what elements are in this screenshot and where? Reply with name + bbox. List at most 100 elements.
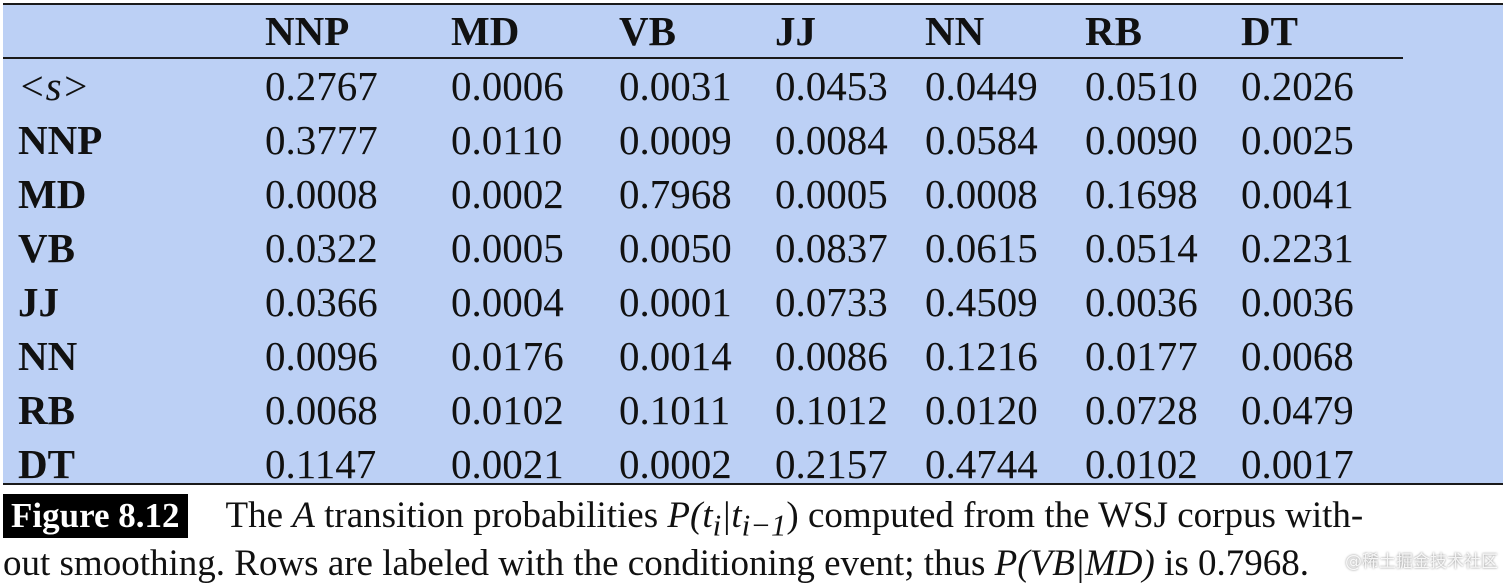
table-cell: 0.0176 — [451, 333, 564, 379]
caption-math: ) — [786, 495, 799, 536]
transition-probability-table: NNP MD VB JJ NN RB DT <s> 0.2767 0.0006 … — [3, 5, 1403, 491]
table-cell: 0.0005 — [451, 225, 564, 271]
table-cell: 0.0005 — [775, 171, 888, 217]
header-corner — [3, 5, 265, 59]
table-cell: 0.0090 — [1085, 117, 1198, 163]
table-cell: 0.2026 — [1241, 63, 1354, 109]
table-cell: 0.0021 — [451, 441, 564, 487]
row-label: NN — [18, 333, 78, 379]
table-cell: 0.0733 — [775, 279, 888, 325]
table-cell: 0.0086 — [775, 333, 888, 379]
table-cell: 0.1147 — [265, 441, 377, 487]
table-row: RB 0.0068 0.0102 0.1011 0.1012 0.0120 0.… — [3, 383, 1403, 437]
column-header: JJ — [775, 5, 925, 59]
table-row: DT 0.1147 0.0021 0.0002 0.2157 0.4744 0.… — [3, 437, 1403, 491]
table-cell: 0.1216 — [925, 333, 1038, 379]
table-cell: 0.0102 — [451, 387, 564, 433]
column-header: MD — [451, 5, 619, 59]
table-cell: 0.0036 — [1241, 279, 1354, 325]
table-cell: 0.0479 — [1241, 387, 1354, 433]
caption-math-subscript: i−1 — [741, 508, 787, 543]
table-cell: 0.0031 — [619, 63, 732, 109]
table-header-row: NNP MD VB JJ NN RB DT — [3, 5, 1403, 59]
table-cell: 0.0004 — [451, 279, 564, 325]
caption-math-subscript: i — [712, 508, 722, 543]
table-cell: 0.3777 — [265, 117, 378, 163]
caption-text: out smoothing. Rows are labeled with the… — [3, 543, 995, 584]
row-label: <s> — [18, 63, 90, 109]
caption-text: The — [225, 495, 293, 536]
table-cell: 0.1011 — [619, 387, 731, 433]
table-cell: 0.0002 — [451, 171, 564, 217]
caption-text: is 0.7968. — [1154, 543, 1310, 584]
table-cell: 0.0002 — [619, 441, 732, 487]
caption-math: A — [292, 495, 315, 536]
table-cell: 0.0102 — [1085, 441, 1198, 487]
table-cell: 0.0110 — [451, 117, 563, 163]
row-label: RB — [18, 387, 75, 433]
column-header: NNP — [265, 5, 451, 59]
table-cell: 0.0120 — [925, 387, 1038, 433]
table-cell: 0.0017 — [1241, 441, 1354, 487]
table-cell: 0.0615 — [925, 225, 1038, 271]
table-cell: 0.0728 — [1085, 387, 1198, 433]
table-cell: 0.0514 — [1085, 225, 1198, 271]
row-label: DT — [18, 441, 75, 487]
row-label: VB — [18, 225, 75, 271]
column-header: DT — [1241, 5, 1403, 59]
table-cell: 0.0837 — [775, 225, 888, 271]
column-header: NN — [925, 5, 1085, 59]
table-row: NN 0.0096 0.0176 0.0014 0.0086 0.1216 0.… — [3, 329, 1403, 383]
table-cell: 0.0001 — [619, 279, 732, 325]
table-row: MD 0.0008 0.0002 0.7968 0.0005 0.0008 0.… — [3, 167, 1403, 221]
table-cell: 0.1698 — [1085, 171, 1198, 217]
caption-math: |t — [721, 495, 742, 536]
table-cell: 0.0449 — [925, 63, 1038, 109]
transition-table-panel: NNP MD VB JJ NN RB DT <s> 0.2767 0.0006 … — [3, 3, 1503, 487]
table-row: <s> 0.2767 0.0006 0.0031 0.0453 0.0449 0… — [3, 58, 1403, 113]
figure-label: Figure 8.12 — [3, 494, 188, 538]
caption-math: P(VB|MD) — [994, 543, 1155, 584]
table-cell: 0.0084 — [775, 117, 888, 163]
table-cell: 0.0322 — [265, 225, 378, 271]
figure-caption: Figure 8.12 The A transition probabilitie… — [3, 492, 1503, 588]
column-header: VB — [619, 5, 775, 59]
caption-text: transition probabilities — [314, 495, 668, 536]
table-cell: 0.0008 — [265, 171, 378, 217]
table-cell: 0.4509 — [925, 279, 1038, 325]
table-cell: 0.7968 — [619, 171, 732, 217]
table-cell: 0.0177 — [1085, 333, 1198, 379]
table-cell: 0.0006 — [451, 63, 564, 109]
table-cell: 0.2157 — [775, 441, 888, 487]
table-cell: 0.2767 — [265, 63, 378, 109]
caption-line-1: Figure 8.12 The A transition probabilitie… — [3, 492, 1503, 543]
table-cell: 0.0366 — [265, 279, 378, 325]
table-cell: 0.0510 — [1085, 63, 1198, 109]
table-cell: 0.0096 — [265, 333, 378, 379]
table-row: JJ 0.0366 0.0004 0.0001 0.0733 0.4509 0.… — [3, 275, 1403, 329]
table-cell: 0.0068 — [265, 387, 378, 433]
caption-text: computed from the WSJ corpus with- — [798, 495, 1364, 536]
caption-line-2: out smoothing. Rows are labeled with the… — [3, 540, 1503, 588]
watermark: @稀土掘金技术社区 — [1345, 552, 1498, 572]
table-cell: 0.2231 — [1241, 225, 1354, 271]
table-cell: 0.0009 — [619, 117, 732, 163]
table-cell: 0.0050 — [619, 225, 732, 271]
table-row: NNP 0.3777 0.0110 0.0009 0.0084 0.0584 0… — [3, 113, 1403, 167]
table-cell: 0.0041 — [1241, 171, 1354, 217]
row-label: NNP — [18, 117, 103, 163]
table-cell: 0.0008 — [925, 171, 1038, 217]
table-cell: 0.0014 — [619, 333, 732, 379]
table-row: VB 0.0322 0.0005 0.0050 0.0837 0.0615 0.… — [3, 221, 1403, 275]
table-cell: 0.0453 — [775, 63, 888, 109]
table-cell: 0.0036 — [1085, 279, 1198, 325]
table-cell: 0.0025 — [1241, 117, 1354, 163]
table-cell: 0.1012 — [775, 387, 888, 433]
table-cell: 0.0068 — [1241, 333, 1354, 379]
caption-math: P(t — [667, 495, 713, 536]
column-header: RB — [1085, 5, 1241, 59]
table-cell: 0.4744 — [925, 441, 1038, 487]
row-label: MD — [18, 171, 87, 217]
row-label: JJ — [18, 279, 59, 325]
table-cell: 0.0584 — [925, 117, 1038, 163]
